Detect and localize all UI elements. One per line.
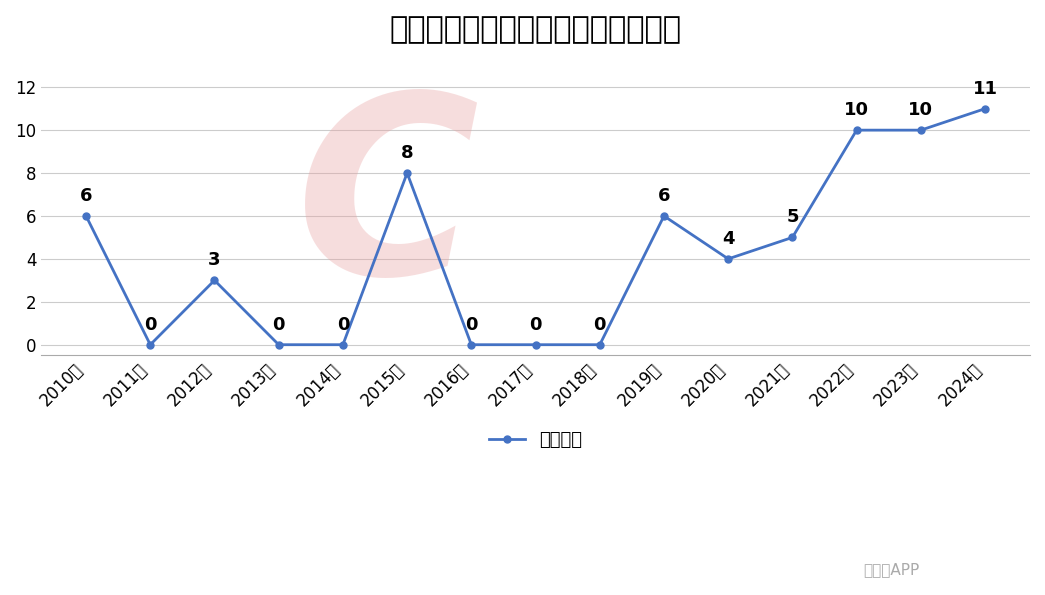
Text: 4: 4 [722,230,735,248]
Title: 近十五年中国核电机组每年核准数量: 近十五年中国核电机组每年核准数量 [390,15,681,44]
Text: 6: 6 [657,187,670,205]
Text: 11: 11 [973,80,998,98]
Text: 10: 10 [844,101,869,119]
Legend: 核准台数: 核准台数 [482,424,589,456]
Text: 0: 0 [336,315,349,334]
Text: 0: 0 [273,315,285,334]
Text: 财联社APP: 财联社APP [863,562,920,577]
Text: 3: 3 [208,251,220,269]
Text: 0: 0 [465,315,478,334]
Text: 0: 0 [530,315,541,334]
Text: 6: 6 [79,187,92,205]
Text: 0: 0 [144,315,157,334]
Text: 0: 0 [594,315,606,334]
Text: C: C [296,84,479,326]
Text: 5: 5 [786,208,798,226]
Text: 8: 8 [401,144,414,162]
Text: 10: 10 [908,101,933,119]
